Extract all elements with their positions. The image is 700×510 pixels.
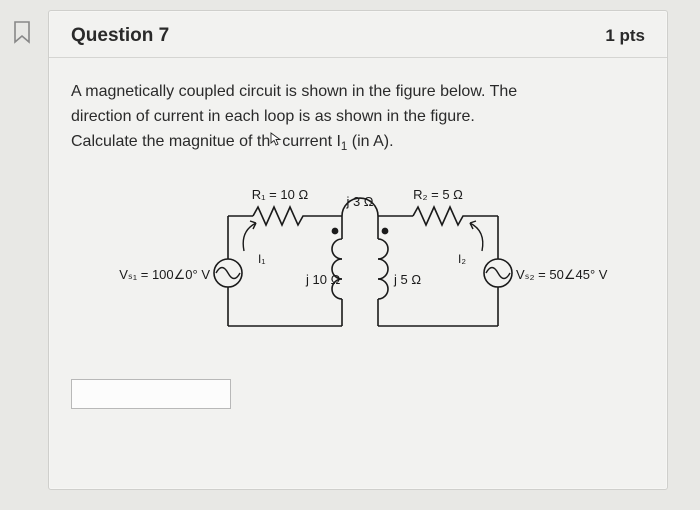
- r2-label: R₂ = 5 Ω: [413, 187, 463, 202]
- text-line: current I: [282, 133, 341, 150]
- question-points: 1 pts: [605, 26, 645, 46]
- card-body: A magnetically coupled circuit is shown …: [49, 58, 667, 419]
- vs1-label: Vₛ₁ = 100∠0° V: [119, 267, 210, 282]
- answer-input[interactable]: [71, 379, 231, 409]
- text-line: A magnetically coupled circuit is shown …: [71, 83, 517, 100]
- vs2-label: Vₛ₂ = 50∠45° V: [516, 267, 608, 282]
- i2-label: I₂: [458, 252, 466, 266]
- question-number: Question 7: [71, 25, 169, 47]
- j10-label: j 10 Ω: [305, 272, 341, 287]
- page-container: Question 7 1 pts A magnetically coupled …: [0, 0, 700, 510]
- card-header: Question 7 1 pts: [49, 11, 667, 58]
- question-card: Question 7 1 pts A magnetically coupled …: [48, 10, 668, 490]
- text-line: (in A).: [347, 133, 393, 150]
- circuit-figure: R₁ = 10 Ω j 3 Ω R₂ = 5 Ω I₁ I₂ j 10 Ω j …: [88, 171, 628, 361]
- text-line: Calculate the magnitue of th: [71, 133, 270, 150]
- j3-label: j 3 Ω: [345, 194, 373, 209]
- r1-label: R₁ = 10 Ω: [252, 187, 309, 202]
- bookmark-icon[interactable]: [12, 20, 34, 51]
- i1-label: I₁: [258, 252, 265, 266]
- j5-label: j 5 Ω: [393, 272, 421, 287]
- question-text: A magnetically coupled circuit is shown …: [71, 80, 645, 157]
- text-line: direction of current in each loop is as …: [71, 108, 475, 125]
